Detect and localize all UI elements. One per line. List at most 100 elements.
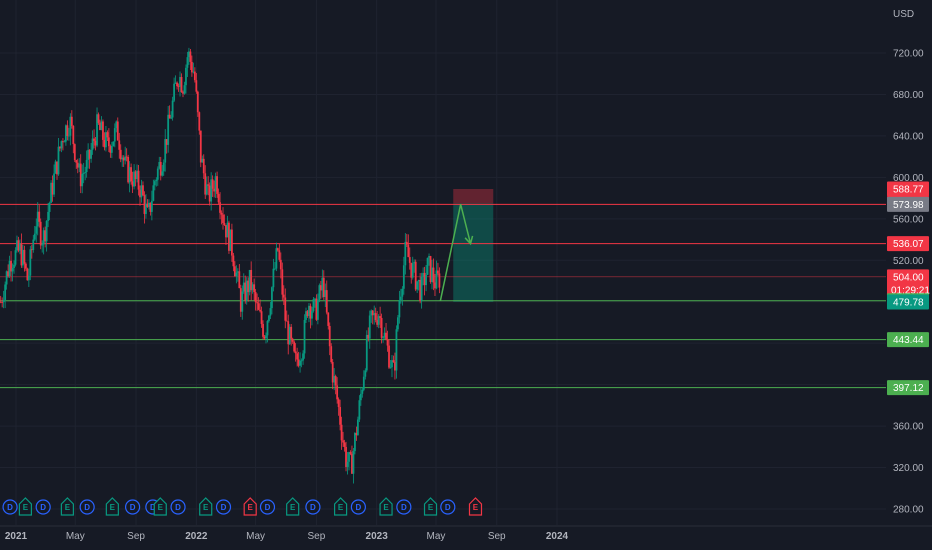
earnings-marker[interactable]: E — [18, 497, 32, 516]
candle-body — [300, 360, 303, 362]
event-letter: E — [428, 503, 434, 512]
candle-body — [185, 67, 187, 86]
candle-body — [93, 138, 95, 141]
candle-body — [79, 163, 82, 187]
projection-path[interactable] — [439, 204, 474, 301]
candle-body — [223, 223, 226, 226]
dividend-circle — [79, 499, 95, 515]
candle-body — [207, 184, 210, 186]
candle-body — [297, 359, 300, 366]
candle-body — [428, 256, 430, 258]
earnings-marker[interactable]: E — [334, 497, 348, 516]
dividend-circle — [124, 499, 141, 515]
dividend-marker[interactable]: D — [79, 499, 95, 515]
candle-body — [183, 85, 186, 94]
candle-body — [229, 229, 232, 251]
candle-body — [102, 121, 104, 140]
candle-body — [356, 419, 359, 436]
candle-body — [257, 303, 260, 310]
time-axis[interactable]: 2021 May Sep 2022 May Sep 2023 May Sep 2024 — [0, 525, 932, 542]
candle-body — [105, 132, 107, 148]
candle-body — [51, 182, 54, 195]
dividend-marker[interactable]: D — [35, 499, 51, 515]
candle-body — [299, 360, 301, 366]
candle-body — [290, 326, 293, 339]
short-position-tool[interactable] — [453, 189, 494, 302]
candle-body — [269, 308, 272, 316]
candle-body — [192, 71, 195, 73]
earnings-marker[interactable]: E — [423, 497, 438, 516]
candle-body — [231, 229, 233, 256]
candle-body — [165, 139, 168, 145]
candle-body — [328, 325, 331, 347]
candle-body — [349, 452, 352, 454]
candle-body — [265, 335, 267, 339]
candle-body — [226, 222, 229, 238]
earnings-marker[interactable]: E — [153, 497, 167, 516]
candle-body — [239, 288, 242, 312]
time-tick-label: 2021 — [5, 531, 28, 542]
dividend-marker[interactable]: D — [124, 499, 141, 515]
candle-body — [204, 173, 207, 195]
candle-body — [81, 173, 84, 187]
price-tick-label: 720.00 — [893, 49, 924, 60]
candle-body — [87, 149, 90, 160]
candle-body — [69, 116, 72, 136]
dividend-marker[interactable]: D — [396, 499, 412, 515]
candle-body — [364, 370, 367, 377]
candle-body — [113, 128, 116, 142]
earnings-marker[interactable]: E — [243, 497, 257, 516]
candle-body — [276, 248, 279, 251]
event-letter: E — [290, 503, 296, 512]
candle-body — [281, 269, 284, 295]
earnings-marker[interactable]: E — [468, 497, 483, 516]
candle-body — [235, 272, 238, 277]
earnings-marker[interactable]: E — [105, 497, 119, 516]
candle-body — [284, 297, 287, 321]
candle-body — [228, 222, 230, 251]
candle-body — [152, 185, 155, 201]
earnings-marker[interactable]: E — [60, 497, 74, 516]
dividend-marker[interactable]: D — [440, 499, 456, 515]
candle-body — [385, 332, 387, 340]
candle-body — [195, 80, 198, 92]
dividend-marker[interactable]: D — [2, 499, 18, 515]
price-tag-label: 573.98 — [893, 200, 924, 211]
price-tag: 479.78 — [887, 294, 929, 310]
dividend-marker[interactable]: D — [305, 499, 321, 515]
candle-body — [42, 230, 45, 245]
candle-body — [380, 317, 383, 338]
candle-body — [309, 305, 312, 319]
price-axis[interactable]: 720.00680.00640.00600.00560.00520.00480.… — [886, 0, 932, 550]
price-tag-background — [887, 294, 929, 310]
candle-body — [174, 82, 177, 84]
dividend-marker[interactable]: D — [350, 499, 366, 515]
price-tick-label: 680.00 — [893, 90, 924, 101]
candle-body — [287, 321, 290, 345]
earnings-marker[interactable]: E — [379, 497, 393, 516]
candle-body — [314, 298, 316, 300]
candle-body — [167, 114, 170, 145]
candle-body — [17, 240, 20, 251]
dividend-marker[interactable]: D — [170, 499, 186, 515]
dividend-marker[interactable]: D — [215, 499, 232, 515]
candle-body — [354, 433, 356, 452]
candle-body — [146, 203, 149, 207]
candle-body — [0, 301, 2, 303]
candle-body — [103, 139, 106, 148]
candle-body — [202, 158, 205, 174]
earnings-marker[interactable]: E — [199, 497, 213, 516]
candle-body — [186, 57, 189, 68]
candle-body — [143, 195, 146, 214]
candle-body — [374, 313, 377, 321]
event-letter: D — [310, 503, 316, 512]
candle-body — [222, 214, 224, 224]
earnings-marker[interactable]: E — [286, 497, 300, 516]
candle-body — [339, 407, 342, 425]
candle-body — [334, 376, 337, 386]
dividend-marker[interactable]: D — [259, 499, 276, 515]
candle-body — [213, 188, 216, 192]
time-tick-label: 2023 — [366, 531, 389, 542]
